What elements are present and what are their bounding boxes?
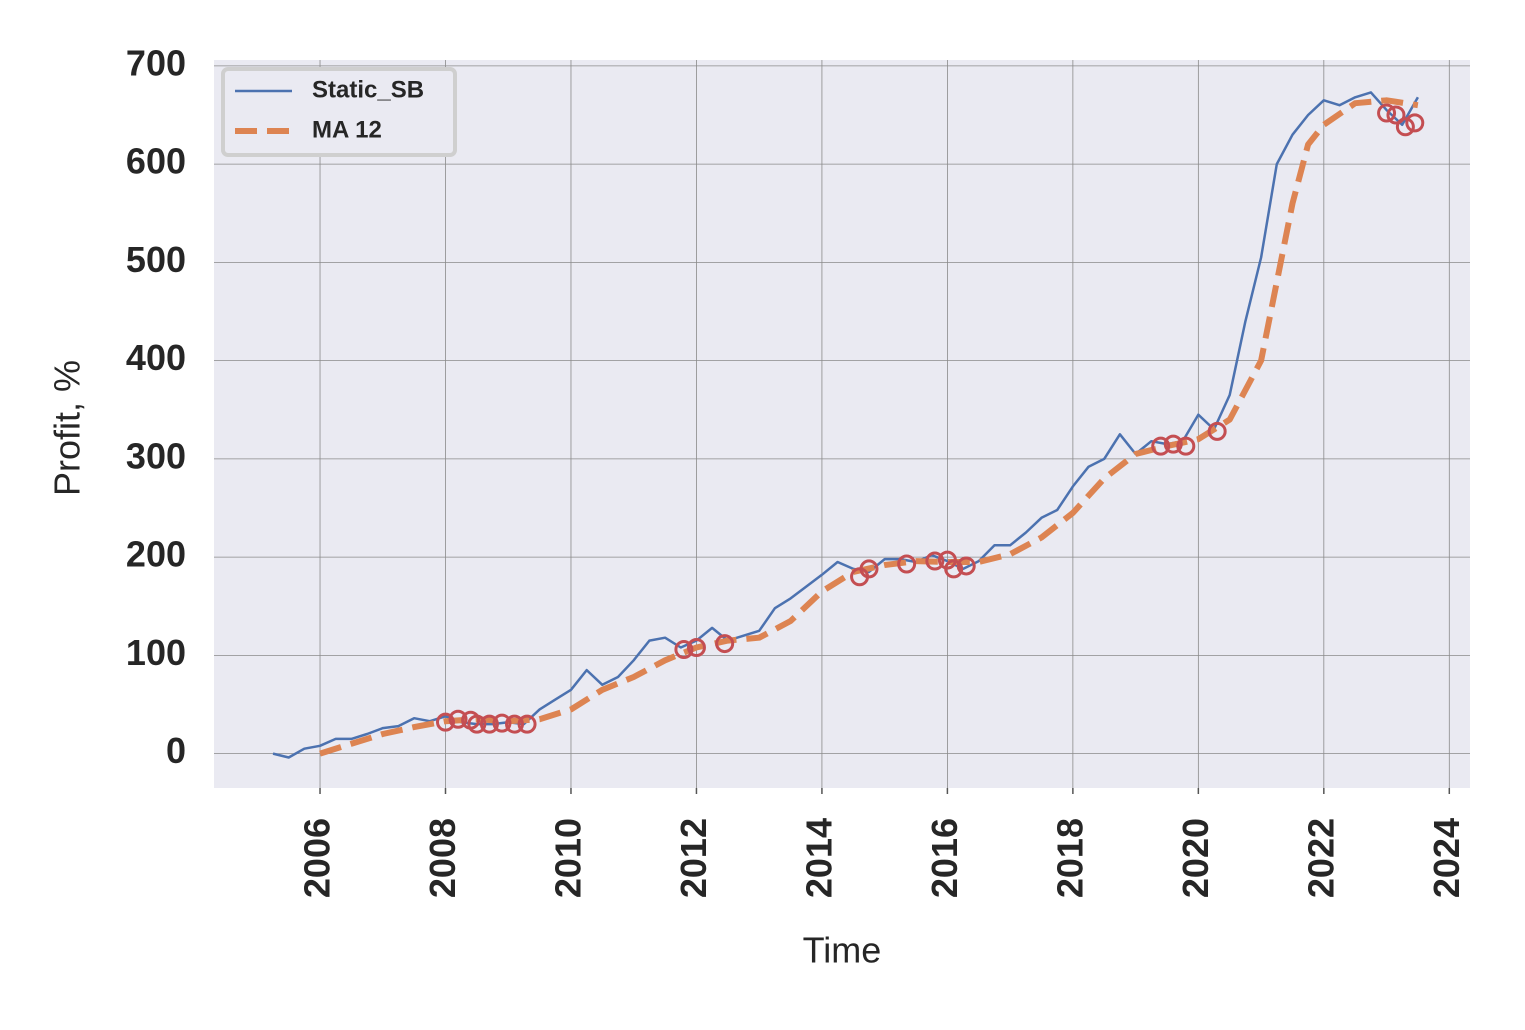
marker xyxy=(859,559,879,579)
marker xyxy=(686,638,706,658)
y-axis-label: Profit, % xyxy=(47,360,88,496)
marker xyxy=(467,714,487,734)
x-tick-label: 2006 xyxy=(297,818,338,898)
marker xyxy=(1405,113,1425,133)
marker xyxy=(944,559,964,579)
y-tick-label: 200 xyxy=(126,534,186,575)
x-tick-label: 2014 xyxy=(798,818,839,898)
dashed-line xyxy=(319,97,1419,757)
plot-area xyxy=(214,60,1470,788)
marker xyxy=(1395,117,1415,137)
legend-label: MA 12 xyxy=(312,116,382,143)
marker xyxy=(925,551,945,571)
marker xyxy=(517,714,537,734)
legend-label: Static_SB xyxy=(312,76,424,103)
grid xyxy=(214,60,1470,788)
marker xyxy=(674,639,694,659)
marker xyxy=(956,556,976,576)
x-tick-label: 2022 xyxy=(1300,818,1341,898)
x-tick-label: 2018 xyxy=(1049,818,1090,898)
marker xyxy=(897,554,917,574)
marker xyxy=(436,712,456,732)
y-tick-label: 100 xyxy=(126,632,186,673)
marker xyxy=(505,714,525,734)
x-axis-label: Time xyxy=(803,930,882,971)
y-tick-label: 500 xyxy=(126,239,186,280)
marker xyxy=(1176,436,1196,456)
marker xyxy=(448,709,468,729)
y-tick-label: 300 xyxy=(126,435,186,476)
x-tick-label: 2016 xyxy=(924,818,965,898)
marker xyxy=(1151,436,1171,456)
marker xyxy=(479,714,499,734)
marks xyxy=(272,91,1425,759)
marker xyxy=(1386,105,1406,125)
x-tick-label: 2020 xyxy=(1175,818,1216,898)
marker xyxy=(1207,421,1227,441)
marker xyxy=(715,634,735,654)
x-tick-label: 2008 xyxy=(422,818,463,898)
marker xyxy=(492,713,512,733)
y-tick-label: 700 xyxy=(126,42,186,83)
y-tick-label: 0 xyxy=(166,730,186,771)
marker xyxy=(1163,434,1183,454)
y-tick-label: 600 xyxy=(126,141,186,182)
x-tick-label: 2012 xyxy=(673,818,714,898)
y-tick-label: 400 xyxy=(126,337,186,378)
x-tick-label: 2024 xyxy=(1426,818,1467,898)
marker xyxy=(1377,103,1397,123)
x-tick-label: 2010 xyxy=(547,818,588,898)
legend: Static_SB MA 12 xyxy=(221,67,457,157)
